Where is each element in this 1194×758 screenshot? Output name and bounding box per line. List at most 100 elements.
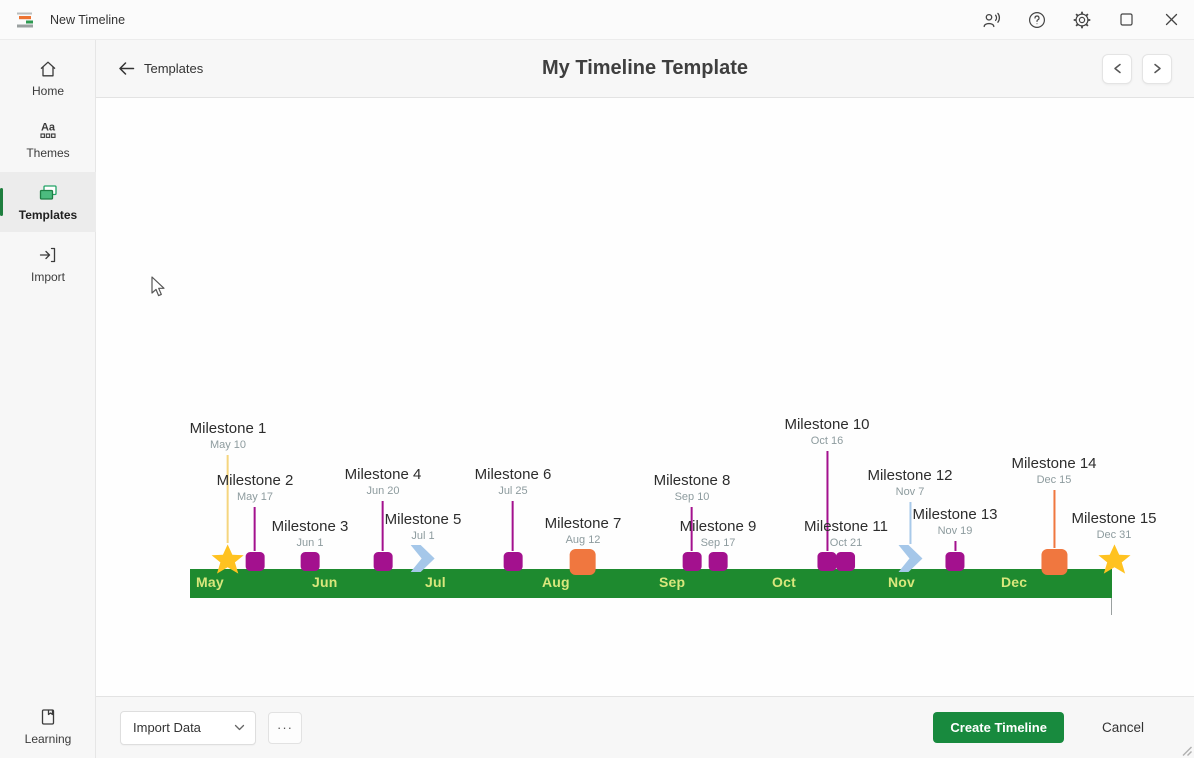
chevron-marker[interactable] [411,545,435,572]
sidebar-item-templates[interactable]: Templates [0,172,96,232]
month-label: Dec [1001,574,1028,590]
square-marker[interactable] [836,552,856,571]
import-icon [37,244,59,266]
milestone-label: Milestone 3 [271,518,349,535]
sidebar-spacer [0,296,95,696]
milestone-14[interactable]: Milestone 14 Dec 15 [1011,454,1097,575]
milestone-5[interactable]: Milestone 5 Jul 1 [385,510,461,572]
next-template-button[interactable] [1142,53,1172,84]
month-label: Sep [659,574,686,590]
import-data-label: Import Data [133,720,201,735]
milestone-15[interactable]: Milestone 15 Dec 31 [1071,509,1157,574]
sidebar-item-themes[interactable]: Aa Themes [0,110,96,170]
cancel-button[interactable]: Cancel [1101,720,1144,735]
star-marker[interactable] [1097,544,1131,575]
milestone-date: Jul 25 [498,485,528,497]
milestone-connector [691,507,693,551]
home-icon [37,58,59,80]
close-icon [1165,13,1178,26]
sidebar-item-label: Themes [26,146,70,160]
milestone-date: Jun 20 [366,485,400,497]
square-marker[interactable] [945,552,965,571]
milestone-13[interactable]: Milestone 13 Nov 19 [912,505,998,571]
big-square-marker[interactable] [1041,549,1067,575]
milestone-11[interactable]: Milestone 11 Oct 21 [804,517,888,571]
create-timeline-button[interactable]: Create Timeline [933,712,1064,743]
milestone-label: Milestone 10 [784,416,870,433]
milestone-12[interactable]: Milestone 12 Nov 7 [867,466,953,572]
square-marker[interactable] [817,552,837,571]
milestone-3[interactable]: Milestone 3 Jun 1 [271,517,349,571]
milestone-1[interactable]: Milestone 1 May 10 [189,419,267,574]
milestone-6[interactable]: Milestone 6 Jul 25 [474,465,552,571]
sidebar-item-label: Import [30,270,65,284]
maximize-button[interactable] [1104,0,1149,40]
milestone-connector [826,451,828,551]
milestone-connector [254,507,256,551]
back-to-templates-button[interactable]: Templates [118,61,203,76]
milestone-date: Oct 16 [810,435,844,447]
user-voice-icon [983,12,1000,27]
sidebar-item-home[interactable]: Home [0,48,96,108]
square-marker[interactable] [300,552,320,571]
milestone-label: Milestone 1 [189,420,267,437]
month-label: Jul [425,574,446,590]
mouse-cursor [151,276,165,297]
resize-grip[interactable] [1182,746,1192,756]
previous-template-button[interactable] [1102,53,1132,84]
sidebar-item-label: Templates [18,208,78,222]
milestone-date: Jul 1 [411,530,435,542]
help-icon [1028,11,1045,28]
chevron-marker[interactable] [898,545,922,572]
milestone-date: Dec 15 [1036,474,1072,486]
square-marker[interactable] [373,552,393,571]
account-voice-button[interactable] [969,0,1014,40]
milestone-date: Nov 7 [895,486,925,498]
chevron-left-icon [1113,63,1121,74]
settings-button[interactable] [1059,0,1104,40]
sidebar-item-label: Learning [24,732,72,746]
square-marker[interactable] [682,552,702,571]
month-label: Oct [772,574,796,590]
square-marker[interactable] [245,552,265,571]
star-marker[interactable] [211,544,245,575]
milestone-date: Nov 19 [937,525,973,537]
help-button[interactable] [1014,0,1059,40]
template-pager [1102,53,1172,84]
milestone-4[interactable]: Milestone 4 Jun 20 [344,465,422,571]
window-title: New Timeline [50,12,126,27]
milestone-7[interactable]: Milestone 7 Aug 12 [545,514,621,575]
timeline-end-tick [1111,598,1112,615]
milestone-2[interactable]: Milestone 2 May 17 [216,471,294,571]
milestone-label: Milestone 9 [679,518,757,535]
title-bar: New Timeline [0,0,1194,40]
close-button[interactable] [1149,0,1194,40]
learning-icon [37,706,59,728]
milestone-label: Milestone 2 [216,472,294,489]
square-marker[interactable] [708,552,728,571]
milestone-label: Milestone 4 [344,466,422,483]
milestone-date: May 17 [236,491,274,503]
page-title: My Timeline Template [542,57,748,79]
milestone-10[interactable]: Milestone 10 Oct 16 [784,415,870,571]
big-square-marker[interactable] [570,549,596,575]
milestone-date: Jun 1 [296,537,324,549]
square-marker[interactable] [503,552,523,571]
milestone-date: Dec 31 [1096,529,1132,541]
milestone-date: Oct 21 [829,537,863,549]
templates-icon [37,182,59,204]
milestone-label: Milestone 8 [653,472,731,489]
milestone-label: Milestone 6 [474,466,552,483]
month-label: May [196,574,224,590]
themes-icon: Aa [37,120,59,142]
milestone-9[interactable]: Milestone 9 Sep 17 [679,517,757,571]
chevron-right-icon [1153,63,1161,74]
sidebar-item-import[interactable]: Import [0,234,96,294]
more-options-button[interactable]: ··· [268,711,302,744]
back-button-label: Templates [144,61,204,76]
sidebar-item-learning[interactable]: Learning [0,696,96,756]
milestone-8[interactable]: Milestone 8 Sep 10 [653,471,731,571]
milestone-date: Sep 10 [674,491,710,503]
milestone-date: Sep 17 [700,537,736,549]
import-data-dropdown[interactable]: Import Data [120,710,256,745]
